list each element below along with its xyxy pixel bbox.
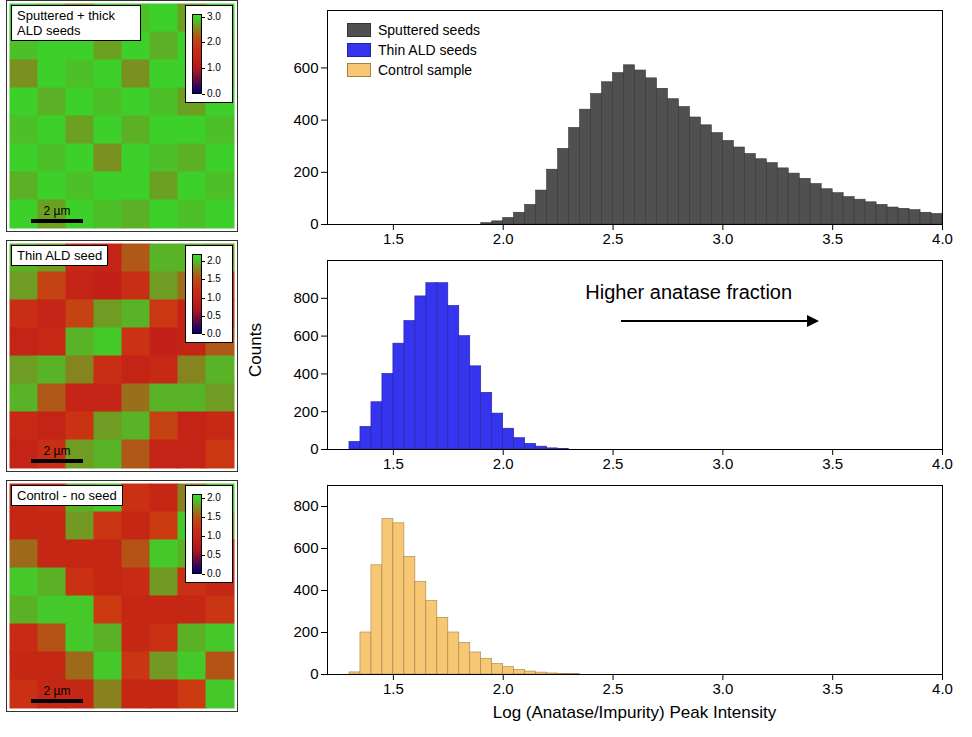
- html-text:1.0: 1.0: [207, 62, 221, 74]
- svg-text:200: 200: [293, 403, 318, 420]
- svg-text:2.5: 2.5: [603, 680, 624, 697]
- svg-text:400: 400: [293, 365, 318, 382]
- svg-text:0: 0: [310, 665, 318, 682]
- svg-text:600: 600: [293, 539, 318, 556]
- html-text:2.0: 2.0: [207, 255, 221, 267]
- svg-text:800: 800: [293, 497, 318, 514]
- svg-text:600: 600: [293, 327, 318, 344]
- svg-text:1.5: 1.5: [383, 680, 404, 697]
- svg-text:3.0: 3.0: [712, 680, 733, 697]
- html-text:Control sample: Control sample: [378, 62, 473, 78]
- svg-text:4.0: 4.0: [932, 230, 953, 247]
- html-text:2 µm: 2 µm: [43, 204, 71, 218]
- svg-text:3.0: 3.0: [712, 230, 733, 247]
- svg-text:3.5: 3.5: [822, 230, 843, 247]
- html-text:3.0: 3.0: [207, 10, 221, 22]
- svg-text:400: 400: [293, 111, 318, 128]
- html-text:Sputtered seeds: Sputtered seeds: [378, 22, 480, 38]
- html-text:Thin ALD seeds: Thin ALD seeds: [378, 42, 477, 58]
- html-text:1.5: 1.5: [207, 273, 221, 285]
- html-text:0.0: 0.0: [207, 88, 221, 99]
- svg-text:800: 800: [293, 289, 318, 306]
- html-text:0.5: 0.5: [207, 309, 221, 321]
- svg-text:600: 600: [293, 59, 318, 76]
- html-text:0.0: 0.0: [207, 568, 221, 579]
- svg-text:200: 200: [293, 623, 318, 640]
- svg-text:2.5: 2.5: [603, 455, 624, 472]
- html-text:0.0: 0.0: [207, 328, 221, 339]
- svg-text:1.5: 1.5: [383, 455, 404, 472]
- svg-text:1.5: 1.5: [383, 230, 404, 247]
- html-text:2.0: 2.0: [207, 491, 221, 503]
- html-text:Control - no seed: Control - no seed: [17, 488, 117, 503]
- svg-text:3.5: 3.5: [822, 455, 843, 472]
- svg-text:400: 400: [293, 581, 318, 598]
- svg-text:3.0: 3.0: [712, 455, 733, 472]
- html-text:0.5: 0.5: [207, 548, 221, 560]
- svg-text:3.5: 3.5: [822, 680, 843, 697]
- svg-text:4.0: 4.0: [932, 455, 953, 472]
- html-text:Sputtered + thick ALD seeds: Sputtered + thick ALD seeds: [17, 8, 115, 38]
- svg-text:2.0: 2.0: [493, 455, 514, 472]
- svg-text:2.0: 2.0: [493, 230, 514, 247]
- html-text:2.0: 2.0: [207, 36, 221, 48]
- html-text:2 µm: 2 µm: [43, 444, 71, 458]
- svg-text:2.0: 2.0: [493, 680, 514, 697]
- html-text:1.0: 1.0: [207, 291, 221, 303]
- svg-text:200: 200: [293, 163, 318, 180]
- html-text:1.5: 1.5: [207, 510, 221, 522]
- svg-text:4.0: 4.0: [932, 680, 953, 697]
- html-text:Thin ALD seed: Thin ALD seed: [17, 248, 103, 263]
- svg-text:0: 0: [310, 215, 318, 232]
- html-text:2 µm: 2 µm: [43, 684, 71, 698]
- html-text:Log (Anatase/Impurity) Peak In: Log (Anatase/Impurity) Peak Intensity: [492, 703, 777, 722]
- svg-text:2.5: 2.5: [603, 230, 624, 247]
- svg-text:0: 0: [310, 440, 318, 457]
- html-text:Higher anatase fraction: Higher anatase fraction: [585, 281, 793, 303]
- html-text:Counts: Counts: [246, 323, 265, 377]
- html-text:1.0: 1.0: [207, 529, 221, 541]
